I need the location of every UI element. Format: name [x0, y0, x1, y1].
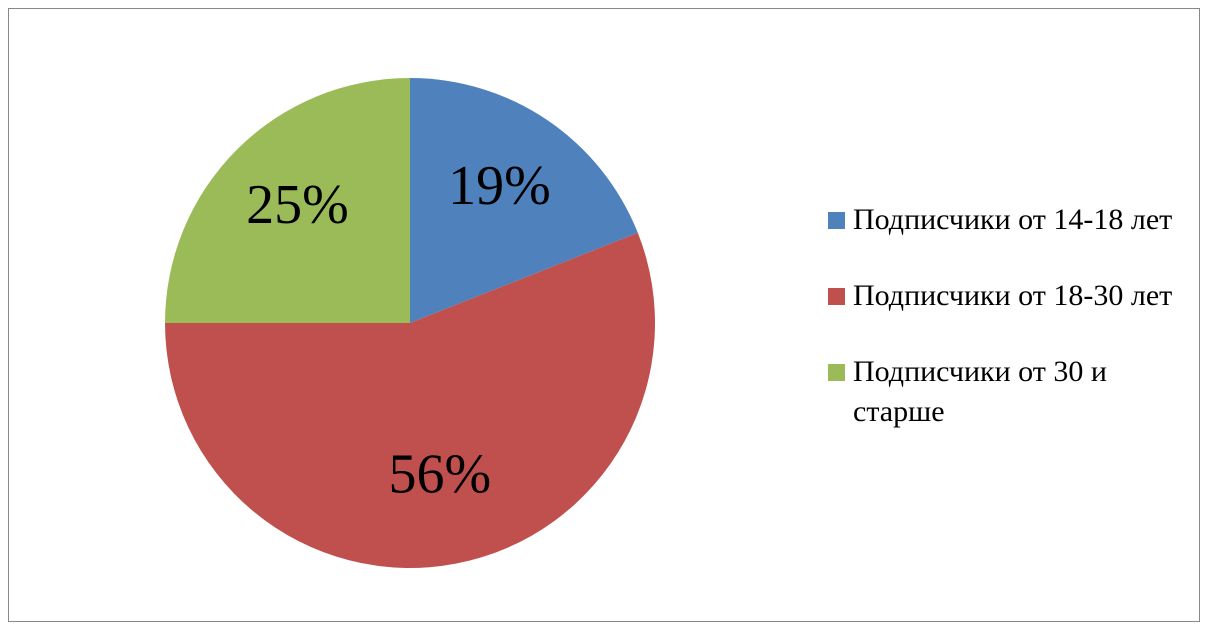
pie-slice	[165, 78, 410, 323]
legend-entry: Подписчики от 14-18 лет	[828, 200, 1188, 240]
legend-label: Подписчики от 18-30 лет	[853, 279, 1173, 312]
legend-swatch	[828, 364, 845, 381]
legend-swatch	[828, 288, 845, 305]
legend: Подписчики от 14-18 лет Подписчики от 18-…	[828, 200, 1188, 468]
legend-entry: Подписчики от 30 и старше	[828, 352, 1188, 432]
pie-slice	[165, 232, 655, 568]
data-label: 25%	[246, 174, 349, 236]
legend-label: Подписчики от 30 и старше	[853, 355, 1107, 428]
legend-label: Подписчики от 14-18 лет	[853, 203, 1173, 236]
legend-swatch	[828, 212, 845, 229]
legend-entry: Подписчики от 18-30 лет	[828, 276, 1188, 316]
data-label: 56%	[389, 443, 492, 505]
pie-slice	[410, 78, 638, 323]
data-label: 19%	[448, 155, 551, 217]
